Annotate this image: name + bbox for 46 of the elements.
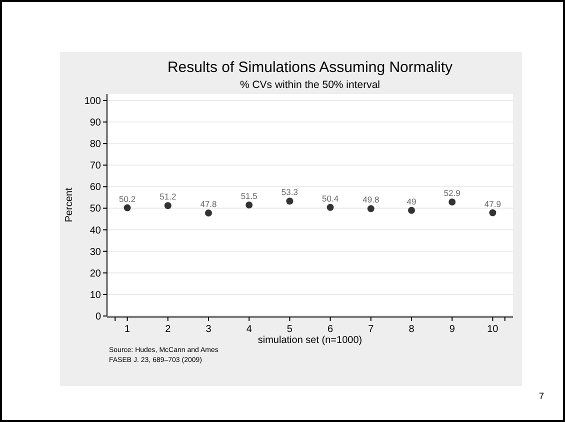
x-tick-label: 1 (124, 324, 131, 335)
y-tick-label: 80 (90, 139, 102, 150)
data-label: 49 (406, 196, 416, 206)
x-tick-label: 9 (449, 324, 456, 335)
point (448, 198, 456, 206)
point (408, 206, 415, 214)
x-axis-title: simulation set (n=1000) (258, 335, 362, 346)
data-label: 49.8 (362, 194, 380, 205)
point (164, 202, 172, 210)
x-tick-label: 4 (246, 324, 252, 335)
y-tick-label: 70 (90, 160, 102, 172)
text: 7 (538, 391, 544, 401)
data-label: 50.4 (322, 193, 339, 204)
x-tick-label: 8 (408, 324, 415, 335)
point (246, 202, 253, 208)
data-label: 47.8 (200, 198, 218, 209)
point (205, 209, 212, 216)
chart-subtitle: % CVs within the 50% interval (240, 79, 380, 91)
y-tick-label: 40 (90, 225, 102, 236)
x-tick-label: 5 (286, 324, 293, 335)
data-label: 51.2 (160, 192, 176, 202)
y-tick-label: 20 (90, 268, 102, 280)
data-label: 50.2 (119, 194, 136, 204)
x-tick-label: 2 (165, 324, 172, 335)
x-tick-label: 7 (368, 324, 374, 335)
point (286, 198, 294, 205)
data-label: 51.5 (240, 191, 258, 201)
point (367, 205, 374, 212)
x-tick-label: 6 (328, 324, 334, 335)
point (326, 204, 334, 211)
y-tick-label: 60 (90, 182, 102, 194)
point (489, 209, 496, 216)
y-tick-label: 10 (90, 290, 102, 301)
point (124, 204, 131, 212)
y-tick-label: 50 (90, 204, 102, 215)
x-tick-label: 10 (487, 324, 499, 335)
data-label: 52.9 (444, 188, 461, 198)
y-tick-label: 30 (90, 246, 102, 258)
x-tick-label: 3 (206, 324, 212, 335)
data-label: 53.3 (281, 187, 298, 198)
y-tick-label: 100 (84, 96, 102, 107)
data-label: 47.9 (484, 198, 502, 209)
y-axis-title: Percent (64, 188, 75, 222)
chart-title: Results of Simulations Assuming Normality (167, 59, 454, 76)
y-tick-label: 0 (95, 312, 102, 322)
y-tick-label: 90 (90, 118, 102, 129)
